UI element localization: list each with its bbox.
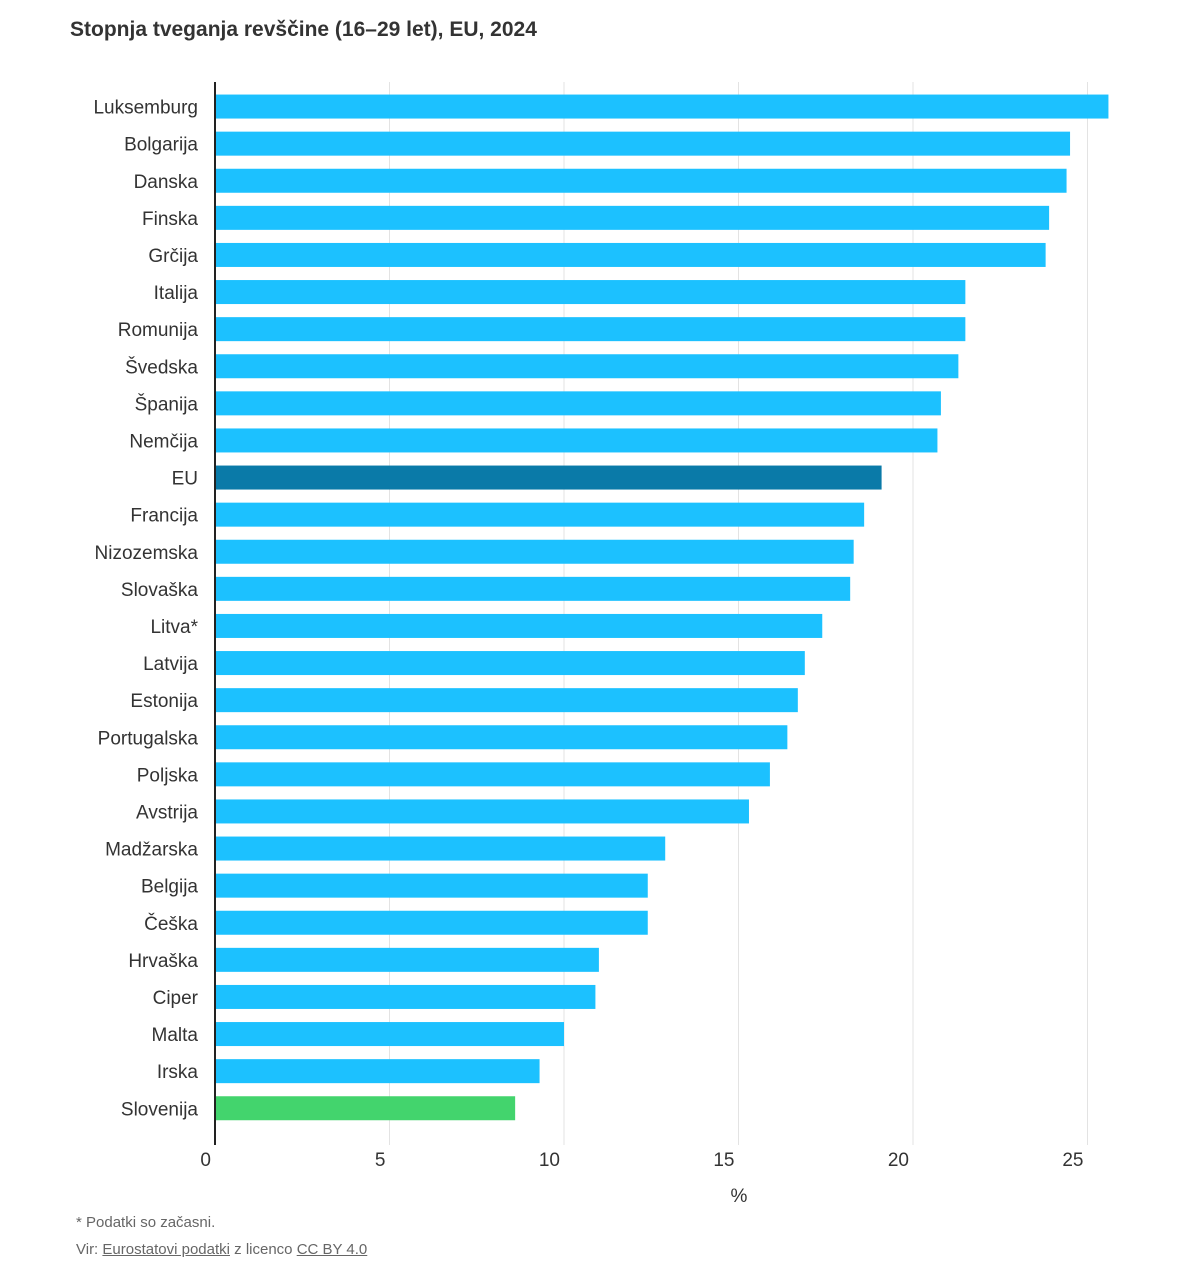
bar-4 xyxy=(215,242,1046,267)
category-label: Bolgarija xyxy=(124,135,198,156)
x-tick-label: 25 xyxy=(1062,1150,1083,1171)
category-label: Slovaška xyxy=(121,580,199,601)
category-label: Romunija xyxy=(118,320,199,341)
category-label: EU xyxy=(172,469,198,490)
category-label: Češka xyxy=(144,913,198,935)
bar-23 xyxy=(215,947,599,972)
bar-3 xyxy=(215,205,1050,230)
category-label: Danska xyxy=(134,172,199,193)
bar-2 xyxy=(215,168,1067,193)
category-label: Luksemburg xyxy=(93,98,198,119)
bar-10 xyxy=(215,465,882,490)
bar-12 xyxy=(215,539,854,564)
bar-0 xyxy=(215,94,1109,119)
bar-16 xyxy=(215,688,798,713)
bar-26 xyxy=(215,1059,540,1084)
category-label: Švedska xyxy=(125,356,198,378)
category-label: Avstrija xyxy=(136,802,198,823)
bar-18 xyxy=(215,762,770,787)
x-tick-label: 5 xyxy=(375,1150,386,1171)
category-label: Grčija xyxy=(148,246,198,267)
x-tick-label: 15 xyxy=(713,1150,734,1171)
bar-20 xyxy=(215,836,666,861)
source-line: Vir: Eurostatovi podatki z licenco CC BY… xyxy=(76,1241,367,1258)
category-label: Portugalska xyxy=(98,728,199,749)
footnote: * Podatki so začasni. xyxy=(76,1214,216,1231)
x-tick-label: 10 xyxy=(539,1150,560,1171)
bar-chart: Luksemburg Bolgarija Danska Finska Grčija Ita… xyxy=(93,82,1109,1207)
category-label: Belgija xyxy=(141,877,198,898)
bar-25 xyxy=(215,1022,564,1047)
bar-9 xyxy=(215,428,938,453)
bar-19 xyxy=(215,799,749,824)
bar-14 xyxy=(215,613,823,638)
category-label: Španija xyxy=(135,393,199,415)
category-label: Litva* xyxy=(150,617,198,638)
source-prefix: Vir: xyxy=(76,1241,103,1258)
bar-22 xyxy=(215,910,648,935)
category-label: Nizozemska xyxy=(95,543,199,564)
category-label: Italija xyxy=(154,283,199,304)
category-label: Hrvaška xyxy=(128,951,198,972)
license-link[interactable]: CC BY 4.0 xyxy=(296,1241,368,1258)
category-label: Finska xyxy=(142,209,198,230)
bar-21 xyxy=(215,873,648,898)
bar-11 xyxy=(215,502,865,527)
x-tick-label: 0 xyxy=(200,1150,211,1171)
x-tick-label: 20 xyxy=(888,1150,909,1171)
bar-15 xyxy=(215,651,805,676)
source-middle: z licenco xyxy=(229,1241,297,1258)
chart-title: Stopnja tveganja revščine (16–29 let), E… xyxy=(70,18,537,41)
bar-8 xyxy=(215,391,941,416)
category-label: Madžarska xyxy=(105,840,198,861)
bar-6 xyxy=(215,317,966,342)
category-label: Estonija xyxy=(130,691,198,712)
category-label: Ciper xyxy=(153,988,199,1009)
category-label: Poljska xyxy=(137,765,199,786)
category-label: Nemčija xyxy=(129,431,198,452)
category-label: Irska xyxy=(157,1062,199,1083)
bar-1 xyxy=(215,131,1071,156)
x-axis-label: % xyxy=(731,1186,748,1207)
bar-27 xyxy=(215,1096,516,1121)
bar-7 xyxy=(215,354,959,379)
category-label: Slovenija xyxy=(121,1099,199,1120)
category-label: Francija xyxy=(130,506,198,527)
category-label: Malta xyxy=(152,1025,199,1046)
bar-17 xyxy=(215,725,788,750)
eurostat-data-link[interactable]: Eurostatovi podatki xyxy=(102,1241,230,1258)
bar-13 xyxy=(215,576,851,601)
bar-24 xyxy=(215,984,596,1009)
category-label: Latvija xyxy=(143,654,198,675)
bar-5 xyxy=(215,280,966,305)
